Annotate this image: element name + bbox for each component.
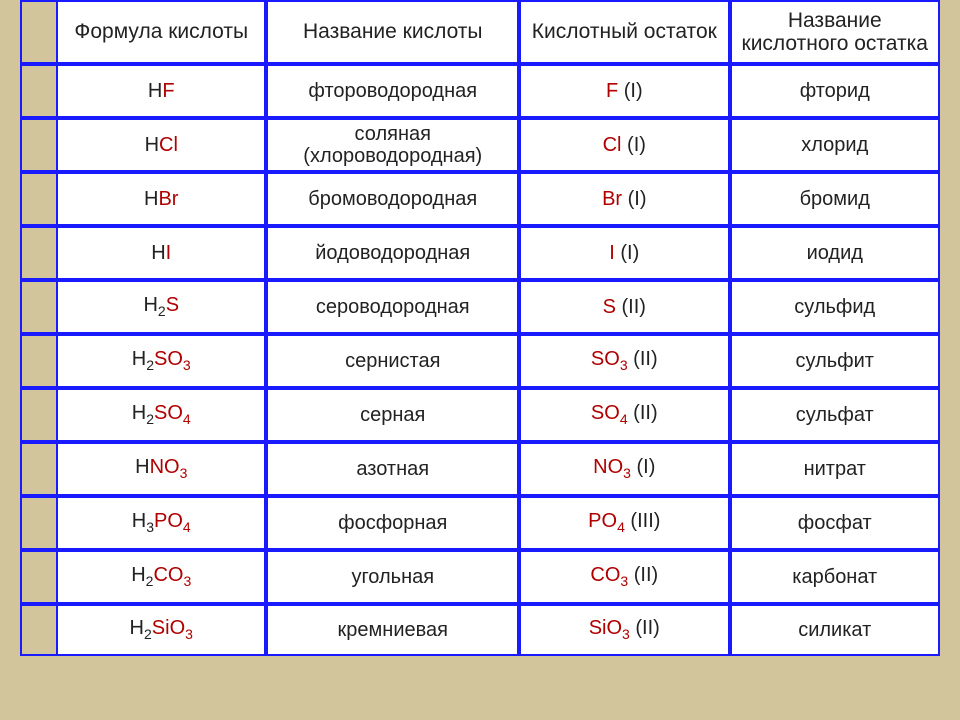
cell-name: азотная (266, 442, 519, 496)
cell-name: кремниевая (266, 604, 519, 656)
cell-formula: HI (56, 226, 266, 280)
cell-formula: H2SO4 (56, 388, 266, 442)
accent-column (20, 550, 56, 604)
accent-column (20, 64, 56, 118)
cell-formula: HBr (56, 172, 266, 226)
cell-residue: F (I) (519, 64, 729, 118)
cell-name: сернистая (266, 334, 519, 388)
accent-column (20, 0, 56, 64)
accent-column (20, 226, 56, 280)
cell-residue-name: карбонат (730, 550, 940, 604)
table-body: HFфтороводороднаяF (I)фторидHClсоляная (… (20, 64, 940, 656)
cell-residue: SO4 (II) (519, 388, 729, 442)
cell-name: угольная (266, 550, 519, 604)
column-header-residue: Кислотный остаток (519, 0, 729, 64)
cell-residue-name: бромид (730, 172, 940, 226)
cell-residue: S (II) (519, 280, 729, 334)
cell-name: фосфорная (266, 496, 519, 550)
cell-residue: I (I) (519, 226, 729, 280)
accent-column (20, 442, 56, 496)
cell-residue: NO3 (I) (519, 442, 729, 496)
cell-residue-name: иодид (730, 226, 940, 280)
cell-residue-name: фосфат (730, 496, 940, 550)
column-header-formula: Формула кислоты (56, 0, 266, 64)
accent-column (20, 604, 56, 656)
table-row: HIйодоводороднаяI (I)иодид (20, 226, 940, 280)
cell-formula: H2S (56, 280, 266, 334)
cell-formula: HCl (56, 118, 266, 172)
accent-column (20, 280, 56, 334)
cell-residue: SO3 (II) (519, 334, 729, 388)
accent-column (20, 334, 56, 388)
table-row: HBrбромоводороднаяBr (I)бромид (20, 172, 940, 226)
cell-residue-name: сульфат (730, 388, 940, 442)
cell-residue: SiO3 (II) (519, 604, 729, 656)
cell-residue: Br (I) (519, 172, 729, 226)
cell-formula: H3PO4 (56, 496, 266, 550)
cell-formula: H2SiO3 (56, 604, 266, 656)
table-row: HNO3азотнаяNO3 (I)нитрат (20, 442, 940, 496)
accent-column (20, 496, 56, 550)
accent-column (20, 172, 56, 226)
cell-name: серная (266, 388, 519, 442)
acids-table: Формула кислоты Название кислоты Кислотн… (20, 0, 940, 720)
cell-residue: CO3 (II) (519, 550, 729, 604)
table-row: H2SO4сернаяSO4 (II)сульфат (20, 388, 940, 442)
cell-residue-name: силикат (730, 604, 940, 656)
column-header-name: Название кислоты (266, 0, 519, 64)
cell-formula: H2CO3 (56, 550, 266, 604)
accent-column (20, 118, 56, 172)
table-row: HFфтороводороднаяF (I)фторид (20, 64, 940, 118)
table-header-row: Формула кислоты Название кислоты Кислотн… (20, 0, 940, 64)
cell-residue-name: фторид (730, 64, 940, 118)
column-header-residue-name: Название кислотного остатка (730, 0, 940, 64)
table-row: H2SсероводороднаяS (II)сульфид (20, 280, 940, 334)
table-row: H2SO3сернистаяSO3 (II)сульфит (20, 334, 940, 388)
table-row: H2CO3угольнаяCO3 (II)карбонат (20, 550, 940, 604)
table-row: H2SiO3кремниеваяSiO3 (II)силикат (20, 604, 940, 656)
cell-residue: Cl (I) (519, 118, 729, 172)
cell-residue: PO4 (III) (519, 496, 729, 550)
accent-column (20, 388, 56, 442)
cell-formula: H2SO3 (56, 334, 266, 388)
cell-formula: HF (56, 64, 266, 118)
cell-residue-name: сульфит (730, 334, 940, 388)
cell-residue-name: нитрат (730, 442, 940, 496)
cell-residue-name: сульфид (730, 280, 940, 334)
cell-name: йодоводородная (266, 226, 519, 280)
cell-name: бромоводородная (266, 172, 519, 226)
table-row: H3PO4фосфорнаяPO4 (III)фосфат (20, 496, 940, 550)
cell-formula: HNO3 (56, 442, 266, 496)
cell-name: сероводородная (266, 280, 519, 334)
cell-residue-name: хлорид (730, 118, 940, 172)
cell-name: фтороводородная (266, 64, 519, 118)
table-row: HClсоляная (хлороводородная)Cl (I)хлорид (20, 118, 940, 172)
cell-name: соляная (хлороводородная) (266, 118, 519, 172)
